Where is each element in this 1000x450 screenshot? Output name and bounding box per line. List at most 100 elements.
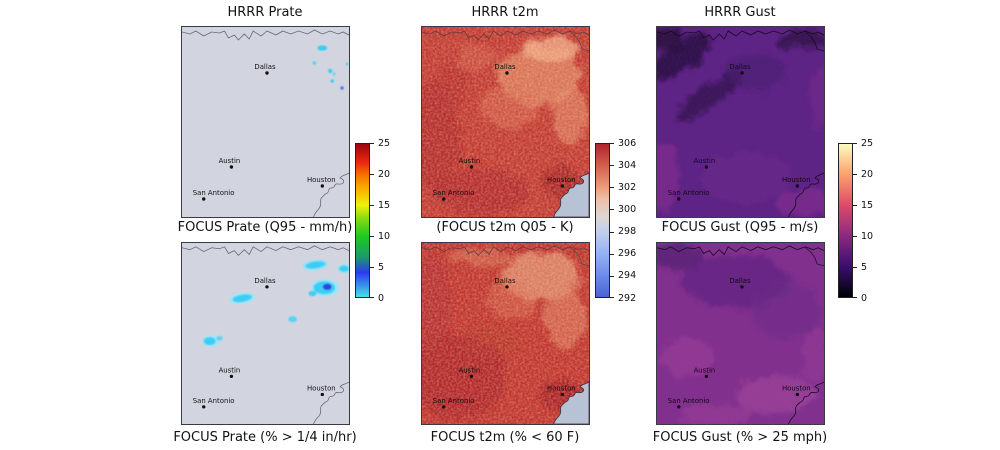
- city-markers: Dallas Austin San Antonio Houston: [668, 63, 811, 201]
- colorbar-tick: [853, 143, 857, 144]
- title-focus-prate: FOCUS Prate (Q95 - mm/h): [177, 220, 353, 235]
- map-hrrr-prate: Dallas Austin San Antonio Houston: [181, 26, 350, 218]
- san-antonio-label: San Antonio: [433, 397, 475, 405]
- city-markers: Dallas Austin San Antonio Houston: [193, 277, 336, 409]
- colorbar-tick-label: 5: [861, 261, 868, 273]
- colorbar-tick-label: 304: [618, 159, 637, 171]
- colorbar-tick-label: 294: [618, 270, 637, 282]
- gulf-water: [552, 381, 589, 424]
- coastline: [313, 381, 349, 424]
- colorbar-tick: [610, 231, 614, 233]
- dallas-label: Dallas: [729, 63, 751, 71]
- colorbar-tick-label: 296: [618, 248, 637, 260]
- colorbar-tick-label: 20: [861, 168, 874, 180]
- coastline: [788, 381, 824, 424]
- colorbar-tick-label: 300: [618, 203, 637, 215]
- title-focus-gust: FOCUS Gust (Q95 - m/s): [661, 220, 819, 235]
- caption-gust: FOCUS Gust (% > 25 mph): [652, 430, 828, 445]
- houston-label: Houston: [307, 176, 336, 184]
- san-antonio-dot: [202, 405, 206, 409]
- dallas-dot: [505, 285, 509, 289]
- colorbar-tick-label: 302: [618, 181, 637, 193]
- colorbar-tick: [370, 205, 374, 206]
- austin-dot: [229, 165, 234, 169]
- gulf-water: [552, 172, 589, 217]
- houston-label: Houston: [782, 385, 811, 393]
- dallas-label: Dallas: [254, 277, 276, 285]
- precip-cells: [312, 45, 349, 90]
- city-markers: Dallas Austin San Antonio Houston: [433, 277, 576, 409]
- map-focus-t2m: Dallas Austin San Antonio Houston: [421, 242, 590, 425]
- colorbar-t2m-gradient: [595, 143, 610, 298]
- dallas-dot: [265, 71, 269, 75]
- colorbar-tick-label: 292: [618, 292, 637, 304]
- state-boundary-line: [422, 29, 589, 41]
- colorbar-tick-label: 20: [378, 168, 391, 180]
- colorbar-prate: 0 5 10 15 20 25: [355, 138, 425, 304]
- state-boundary-line: [422, 245, 589, 256]
- san-antonio-dot: [442, 197, 446, 201]
- colorbar-gust-gradient: [838, 143, 853, 298]
- title-hrrr-prate: HRRR Prate: [227, 5, 303, 20]
- san-antonio-dot: [442, 405, 446, 409]
- austin-dot: [704, 374, 709, 378]
- san-antonio-dot: [202, 197, 206, 201]
- title-focus-t2m: (FOCUS t2m Q05 - K): [436, 220, 574, 235]
- san-antonio-label: San Antonio: [668, 189, 710, 197]
- houston-label: Houston: [307, 385, 336, 393]
- city-markers: Dallas Austin San Antonio Houston: [433, 63, 576, 201]
- san-antonio-label: San Antonio: [193, 397, 235, 405]
- caption-t2m: FOCUS t2m (% < 60 F): [430, 430, 580, 445]
- austin-label: Austin: [219, 367, 241, 375]
- colorbar-tick-label: 10: [378, 230, 391, 242]
- san-antonio-label: San Antonio: [433, 189, 475, 197]
- colorbar-tick: [853, 236, 857, 237]
- colorbar-tick-label: 0: [861, 292, 868, 304]
- colorbar-tick: [853, 205, 857, 206]
- colorbar-tick: [370, 143, 374, 144]
- ne-border-line: [569, 247, 589, 267]
- precip-cells: [202, 259, 349, 347]
- dallas-label: Dallas: [494, 63, 516, 71]
- austin-label: Austin: [219, 157, 241, 165]
- dallas-label: Dallas: [729, 277, 751, 285]
- dallas-dot: [265, 285, 269, 289]
- houston-label: Houston: [547, 176, 576, 184]
- colorbar-tick-label: 0: [378, 292, 385, 304]
- colorbar-tick-label: 25: [861, 137, 874, 149]
- colorbar-tick-label: 15: [378, 199, 391, 211]
- title-hrrr-gust: HRRR Gust: [704, 5, 776, 20]
- colorbar-prate-gradient: [355, 143, 370, 298]
- austin-dot: [704, 165, 709, 169]
- san-antonio-label: San Antonio: [668, 397, 710, 405]
- state-boundary-line: [182, 245, 349, 256]
- ne-border-line: [804, 31, 824, 52]
- dallas-label: Dallas: [254, 63, 276, 71]
- san-antonio-dot: [677, 197, 681, 201]
- ne-border-line: [804, 247, 824, 267]
- houston-dot: [795, 184, 799, 188]
- colorbar-tick: [610, 209, 614, 211]
- colorbar-t2m: 292 294 296 298 300 302 304 306: [595, 138, 665, 304]
- san-antonio-dot: [677, 405, 681, 409]
- houston-dot: [320, 184, 324, 188]
- colorbar-tick-label: 298: [618, 226, 637, 238]
- state-boundary-line: [182, 29, 349, 41]
- colorbar-tick-label: 5: [378, 261, 385, 273]
- map-focus-gust: Dallas Austin San Antonio Houston: [656, 242, 825, 425]
- houston-label: Houston: [782, 176, 811, 184]
- colorbar-tick: [610, 187, 614, 189]
- dallas-label: Dallas: [494, 277, 516, 285]
- colorbar-tick: [853, 267, 857, 268]
- colorbar-tick-label: 25: [378, 137, 391, 149]
- map-hrrr-t2m: Dallas Austin San Antonio Houston: [421, 26, 590, 218]
- title-hrrr-t2m: HRRR t2m: [471, 5, 539, 20]
- houston-label: Houston: [547, 385, 576, 393]
- houston-dot: [320, 392, 324, 397]
- colorbar-tick: [610, 275, 614, 277]
- colorbar-tick-label: 10: [861, 230, 874, 242]
- colorbar-tick: [610, 143, 614, 144]
- colorbar-tick: [853, 297, 857, 298]
- city-markers: Dallas Austin San Antonio Houston: [668, 277, 811, 409]
- austin-dot: [229, 374, 234, 378]
